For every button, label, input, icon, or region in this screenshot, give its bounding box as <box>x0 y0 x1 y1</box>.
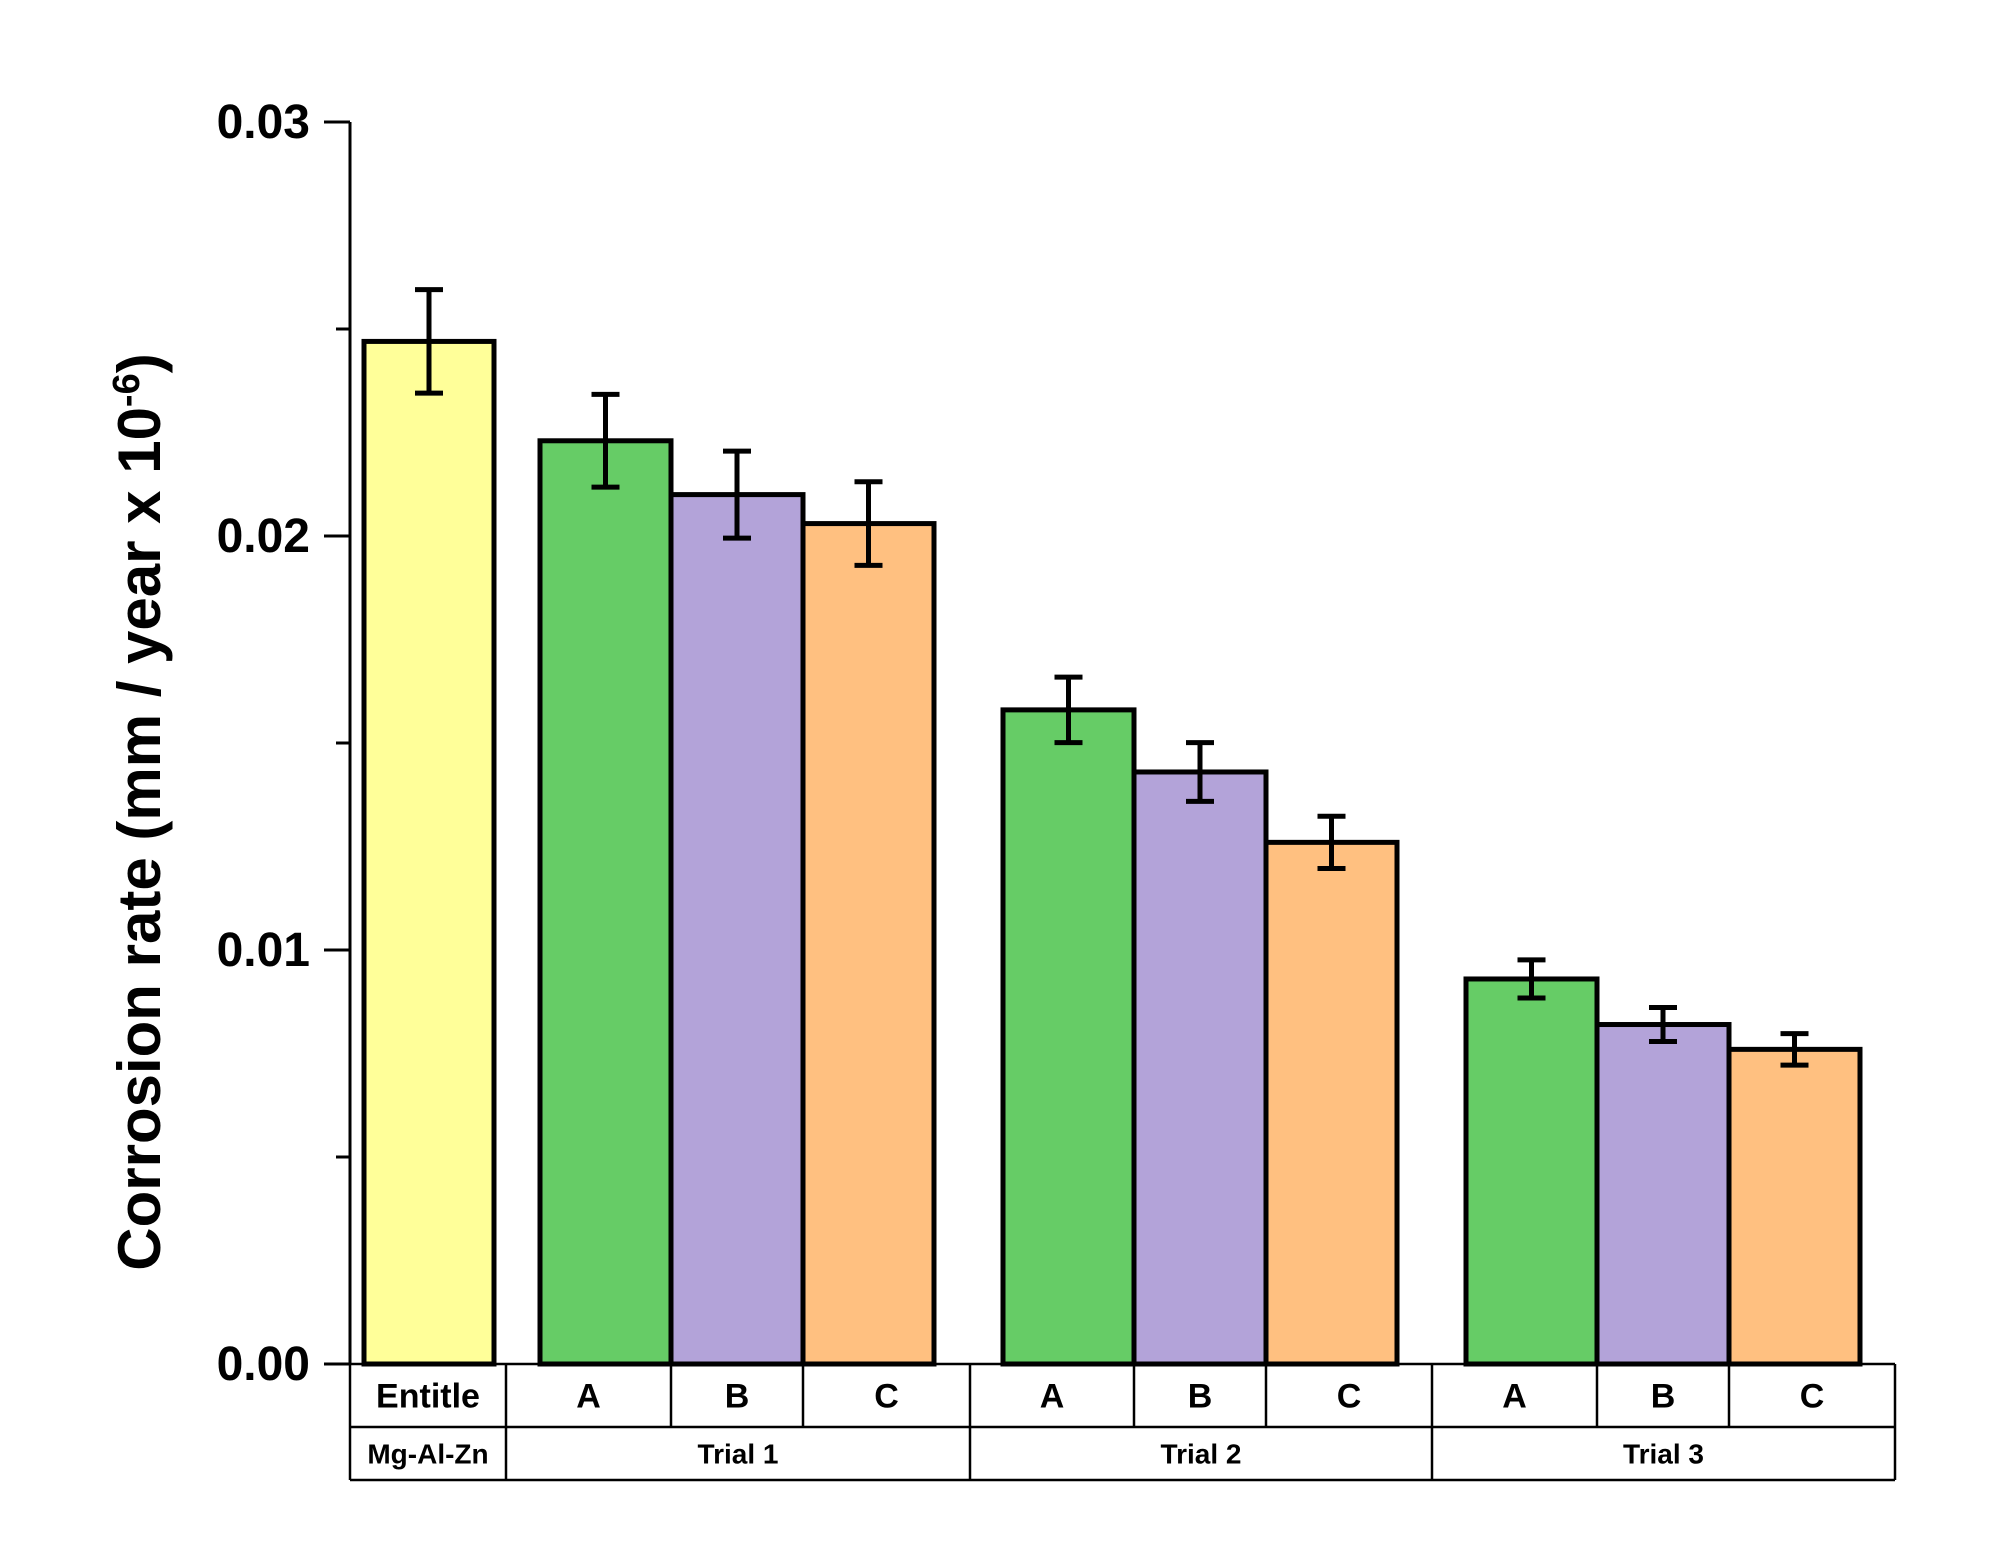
error-bar-trial-2-a <box>1054 674 1083 746</box>
error-bar-trial-1-b <box>723 448 751 541</box>
bar-trial-2-c <box>1263 839 1400 1367</box>
bar-trial-3-c <box>1726 1046 1863 1367</box>
bar-trial-2-a <box>1000 707 1137 1367</box>
x-group-label: Trial 2 <box>1161 1439 1242 1470</box>
x-category-label: A <box>1502 1378 1527 1416</box>
x-group-label: Trial 1 <box>698 1439 779 1470</box>
bar-mg-al-zn-entitle <box>361 338 497 1367</box>
error-bar-trial-3-c <box>1780 1031 1809 1068</box>
y-axis-title-exponent: -6 <box>106 373 148 407</box>
x-category-label: A <box>1040 1378 1065 1416</box>
y-tick-label: 0.00 <box>217 1338 310 1391</box>
error-bar-trial-3-a <box>1517 957 1546 1001</box>
x-category-label: B <box>1651 1378 1676 1416</box>
x-category-label: Entitle <box>376 1378 480 1416</box>
bar-trial-1-a <box>537 438 674 1367</box>
bar-trial-2-b <box>1131 769 1269 1367</box>
y-tick-label: 0.02 <box>217 510 310 563</box>
error-bar-trial-2-b <box>1186 740 1214 804</box>
y-tick-label: 0.03 <box>217 96 310 149</box>
x-category-label: C <box>1337 1378 1362 1416</box>
x-category-label: C <box>874 1378 899 1416</box>
bar-trial-1-b <box>668 492 806 1367</box>
bar-trial-3-a <box>1463 976 1600 1367</box>
y-axis-title-close: ) <box>106 353 173 373</box>
bar-trial-1-c <box>800 521 937 1367</box>
x-category-label: A <box>576 1378 601 1416</box>
y-tick-label: 0.01 <box>217 924 310 977</box>
y-axis-title-main: Corrosion rate (mm / year x 10 <box>106 407 173 1271</box>
x-group-label: Trial 3 <box>1623 1439 1704 1470</box>
y-axis-title: Corrosion rate (mm / year x 10-6) <box>106 353 173 1270</box>
bar-trial-3-b <box>1594 1022 1732 1367</box>
error-bar-trial-2-c <box>1317 813 1346 871</box>
x-group-label: Mg-Al-Zn <box>367 1439 488 1470</box>
error-bar-trial-3-b <box>1649 1005 1677 1044</box>
x-category-label: B <box>1188 1378 1213 1416</box>
x-category-label: B <box>725 1378 750 1416</box>
error-bar-trial-1-c <box>854 479 883 568</box>
x-category-label: C <box>1800 1378 1825 1416</box>
error-bar-trial-1-a <box>591 391 620 490</box>
error-bar-mg-al-zn-entitle <box>415 287 443 396</box>
